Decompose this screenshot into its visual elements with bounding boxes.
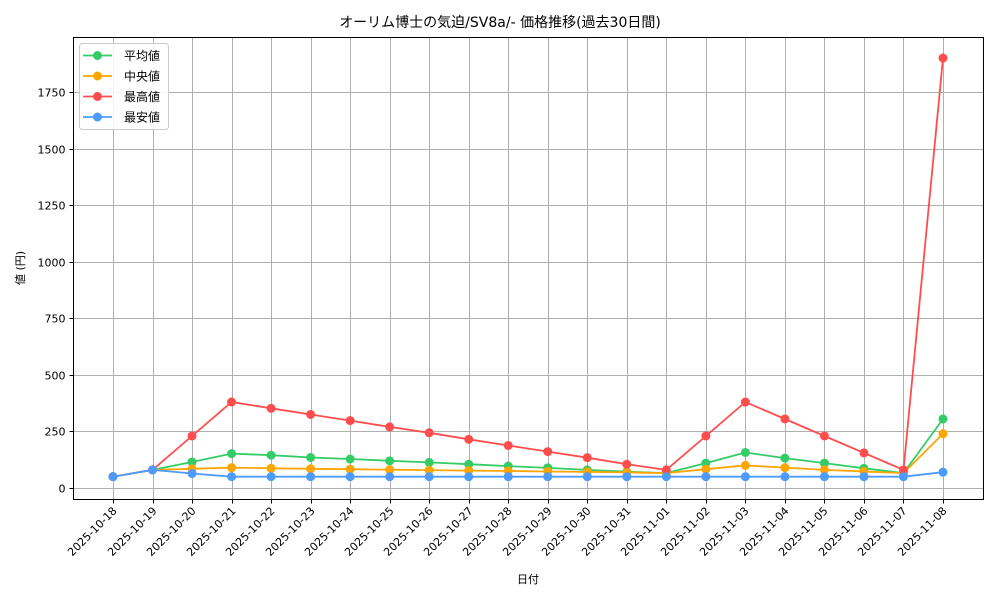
data-point [424,465,434,475]
y-tick-label: 500 [45,370,66,383]
data-point [780,414,790,424]
data-point [424,457,434,467]
x-axis-ticks: 2025-10-182025-10-192025-10-202025-10-21… [65,499,950,559]
data-point [740,397,750,407]
legend-marker-icon [93,92,102,101]
legend-label: 中央値 [124,69,160,84]
data-point [385,456,395,466]
data-point [661,472,671,482]
data-point [701,431,711,441]
data-point [464,459,474,469]
data-point [306,472,316,482]
y-tick-label: 1750 [38,87,66,100]
data-point [266,403,276,413]
data-point [938,53,948,63]
data-point [780,472,790,482]
data-point [385,465,395,475]
data-point [227,397,237,407]
data-point [266,450,276,460]
series-line [112,418,944,478]
data-point [266,472,276,482]
y-tick-label: 1500 [38,144,66,157]
data-point [187,431,197,441]
chart-title: オーリム博士の気迫/SV8a/- 価格推移(過去30日間) [339,15,661,31]
series-3 [108,465,948,482]
data-point [464,472,474,482]
y-tick-label: 0 [59,483,66,496]
data-point [345,472,355,482]
data-point [938,429,948,439]
data-point [780,463,790,473]
data-point [424,428,434,438]
data-point [464,434,474,444]
legend-label: 平均値 [124,48,160,63]
data-point [345,416,355,426]
y-tick-label: 1000 [38,257,66,270]
data-point [859,472,869,482]
data-point [819,431,829,441]
data-point [938,467,948,477]
data-point [543,472,553,482]
data-point [819,458,829,468]
data-point [385,422,395,432]
data-point [187,457,197,467]
data-point [227,472,237,482]
data-point [108,472,118,482]
data-point [859,448,869,458]
data-point [622,459,632,469]
data-point [503,472,513,482]
y-axis-label: 値 (円) [14,251,27,285]
data-point [780,453,790,463]
data-point [898,472,908,482]
data-point [187,469,197,479]
data-point [740,472,750,482]
data-point [701,472,711,482]
data-point [543,447,553,457]
data-series [108,53,948,482]
data-point [503,440,513,450]
series-2 [108,53,948,482]
data-point [819,465,829,475]
data-point [227,463,237,473]
data-point [819,472,829,482]
series-line [112,468,944,478]
y-tick-label: 250 [45,426,66,439]
data-point [740,460,750,470]
data-point [424,472,434,482]
y-tick-label: 1250 [38,200,66,213]
data-point [938,414,948,424]
legend-label: 最安値 [124,110,160,125]
data-point [898,465,908,475]
legend-marker-icon [93,112,102,122]
legend-marker-icon [93,71,102,81]
legend-marker-icon [93,51,102,60]
y-tick-label: 750 [45,313,66,326]
series-line [112,58,944,478]
plot-frame [73,37,984,500]
data-point [701,464,711,474]
data-point [740,447,750,457]
data-point [345,454,355,464]
series-line [112,433,944,478]
data-point [306,464,316,474]
data-point [661,465,671,475]
data-point [622,472,632,482]
legend-label: 最高値 [124,89,160,104]
grid-lines [73,37,984,500]
data-point [266,463,276,473]
x-axis-label: 日付 [517,573,539,586]
data-point [582,472,592,482]
data-point [306,452,316,462]
data-point [148,465,158,475]
data-point [227,449,237,459]
data-point [582,453,592,463]
data-point [345,464,355,474]
data-point [306,409,316,419]
legend-box [79,43,169,130]
data-point [385,472,395,482]
y-axis-ticks: 0 250 500 750 1000 1250 1500 1750 [38,87,74,496]
